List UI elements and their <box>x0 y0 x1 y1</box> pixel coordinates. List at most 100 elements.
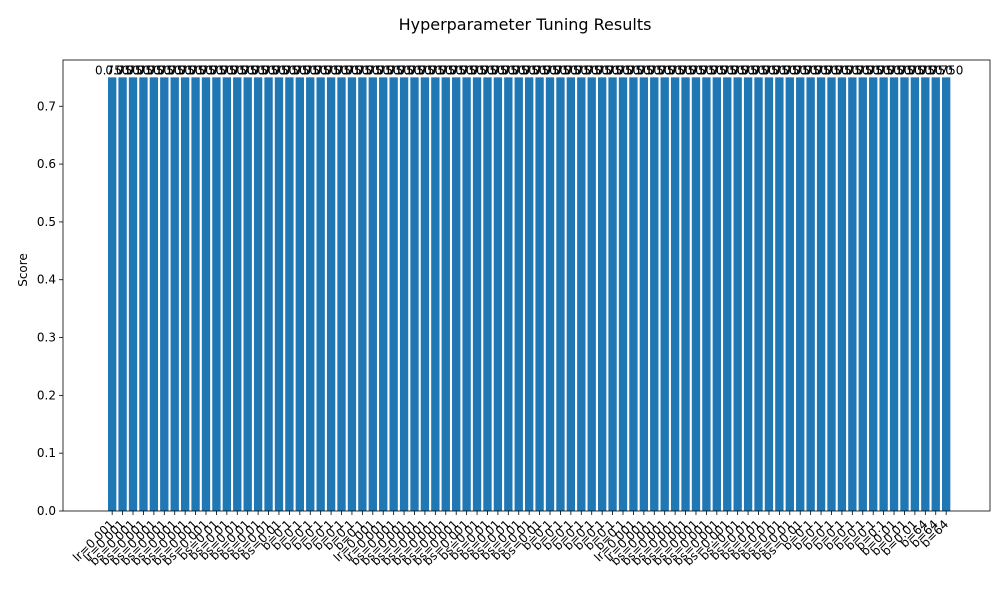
bar <box>233 77 242 511</box>
bar <box>848 77 857 511</box>
bar-value-label: 0.750 <box>283 63 317 77</box>
bar-value-label: 0.750 <box>502 63 536 77</box>
bar <box>827 77 836 511</box>
bar <box>191 77 200 511</box>
bar <box>608 77 617 511</box>
bar-value-label: 0.750 <box>126 63 160 77</box>
bar <box>587 77 596 511</box>
bar <box>326 77 336 511</box>
bar-value-label: 0.750 <box>595 63 629 77</box>
bar-value-label: 0.750 <box>741 63 775 77</box>
bar-value-label: 0.750 <box>700 63 734 77</box>
bar-value-label: 0.750 <box>856 63 890 77</box>
chart-title: Hyperparameter Tuning Results <box>399 15 652 34</box>
bar <box>618 77 628 511</box>
bar-value-label: 0.750 <box>439 63 473 77</box>
axes-frame <box>62 59 991 512</box>
bar-value-label: 0.750 <box>720 63 754 77</box>
bar-value-label: 0.750 <box>814 63 848 77</box>
bar-value-label: 0.750 <box>481 63 515 77</box>
bar <box>681 77 690 511</box>
bar-value-label: 0.750 <box>470 63 504 77</box>
y-axis-label: Score <box>16 253 30 287</box>
bar <box>295 77 304 511</box>
bar-value-label: 0.750 <box>251 63 285 77</box>
bar-value-label: 0.750 <box>564 63 598 77</box>
bar-value-label: 0.750 <box>616 63 650 77</box>
bar <box>441 77 450 511</box>
bar-value-label: 0.750 <box>689 63 723 77</box>
bar-value-label: 0.750 <box>731 63 765 77</box>
bar <box>712 77 721 511</box>
plot-area: 0.7500.7500.7500.7500.7500.7500.7500.750… <box>37 59 991 568</box>
bar <box>483 77 492 511</box>
bar <box>639 77 649 511</box>
bar <box>201 77 211 511</box>
y-tick-label: 0.7 <box>37 99 56 113</box>
bar-value-label: 0.750 <box>668 63 702 77</box>
bar-value-label: 0.750 <box>314 63 348 77</box>
data-labels: 0.7500.7500.7500.7500.7500.7500.7500.750… <box>95 63 963 77</box>
bar <box>816 77 826 511</box>
bar-value-label: 0.750 <box>585 63 619 77</box>
bar <box>869 77 878 511</box>
bar-value-label: 0.750 <box>762 63 796 77</box>
bar <box>535 77 544 511</box>
bar <box>942 77 951 511</box>
bar-value-label: 0.750 <box>835 63 869 77</box>
bar-value-label: 0.750 <box>303 63 337 77</box>
bar <box>306 77 315 511</box>
bar <box>264 77 273 511</box>
bar <box>420 77 430 511</box>
bar-value-label: 0.750 <box>658 63 692 77</box>
bar-value-label: 0.750 <box>397 63 431 77</box>
bar <box>222 77 232 511</box>
bar-value-label: 0.750 <box>220 63 254 77</box>
bar-value-label: 0.750 <box>533 63 567 77</box>
bar <box>660 77 669 511</box>
bar-value-label: 0.750 <box>335 63 369 77</box>
bar <box>316 77 325 511</box>
bar <box>431 77 440 511</box>
bar <box>212 77 221 511</box>
bar <box>525 77 534 511</box>
bar <box>806 77 815 511</box>
bar <box>754 77 763 511</box>
bar-value-label: 0.750 <box>793 63 827 77</box>
bar-value-label: 0.750 <box>783 63 817 77</box>
bar <box>358 77 367 511</box>
bar <box>170 77 179 511</box>
bar-value-label: 0.750 <box>929 63 963 77</box>
bar <box>337 77 346 511</box>
bar-value-label: 0.750 <box>293 63 327 77</box>
bar-value-label: 0.750 <box>898 63 932 77</box>
bar <box>931 77 940 511</box>
bar <box>650 77 659 511</box>
bar-value-label: 0.750 <box>554 63 588 77</box>
bar-value-label: 0.750 <box>522 63 556 77</box>
bar <box>764 77 774 511</box>
bar-value-label: 0.750 <box>345 63 379 77</box>
bar <box>410 77 419 511</box>
bar-value-label: 0.750 <box>543 63 577 77</box>
bar <box>545 77 555 511</box>
bar <box>796 77 805 511</box>
bar <box>139 77 148 511</box>
y-tick-label: 0.6 <box>37 157 56 171</box>
bar <box>556 77 565 511</box>
bar-value-label: 0.750 <box>116 63 150 77</box>
bar-value-label: 0.750 <box>387 63 421 77</box>
bar <box>274 77 284 511</box>
bar-value-label: 0.750 <box>241 63 275 77</box>
bar <box>733 77 742 511</box>
bar-value-label: 0.750 <box>272 63 306 77</box>
bar <box>723 77 732 511</box>
y-tick-label: 0.2 <box>37 388 56 402</box>
y-tick-label: 0.5 <box>37 215 56 229</box>
bar <box>399 77 409 511</box>
bars <box>108 77 951 511</box>
bar-value-label: 0.750 <box>408 63 442 77</box>
bar-value-label: 0.750 <box>866 63 900 77</box>
bar-value-label: 0.750 <box>376 63 410 77</box>
bar-value-label: 0.750 <box>679 63 713 77</box>
